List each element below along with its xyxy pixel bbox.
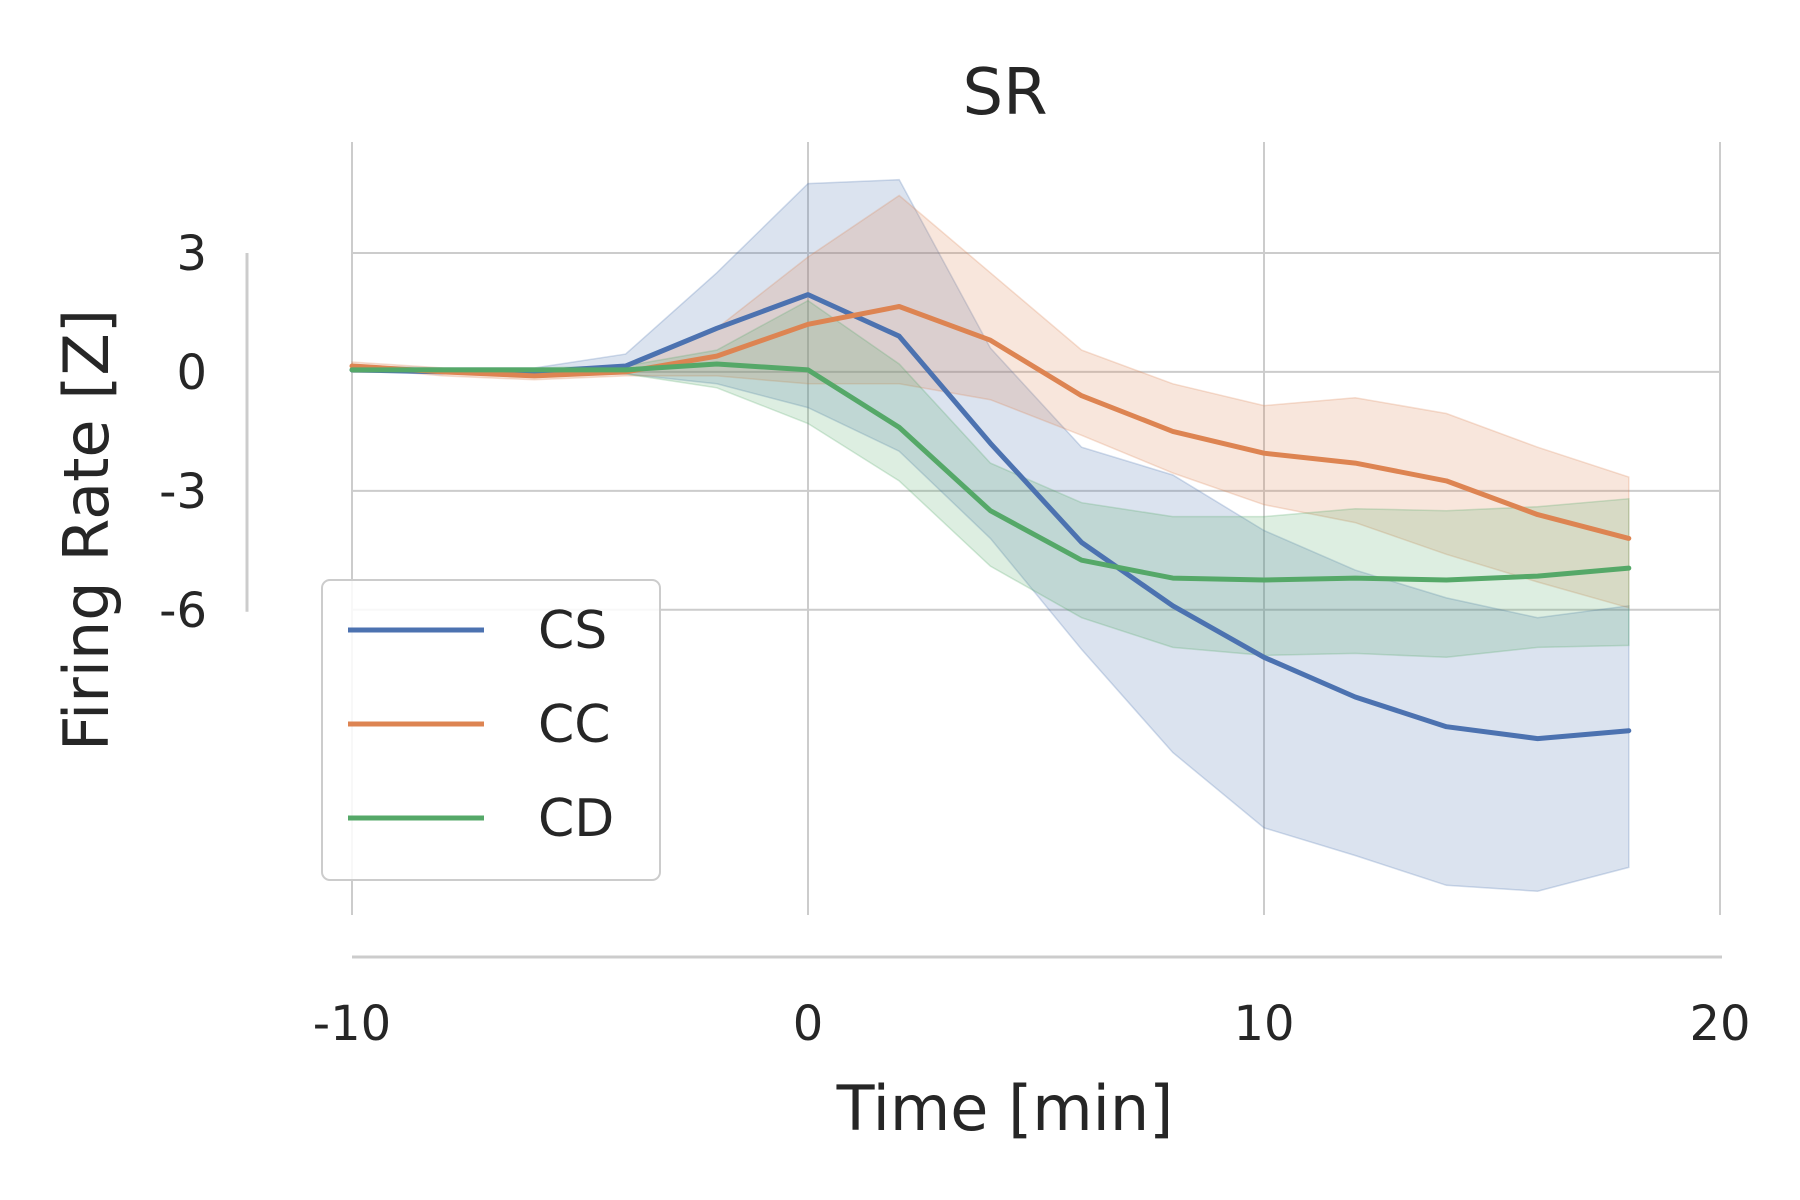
x-tick-label: 0 bbox=[793, 996, 824, 1052]
legend: CS CC CD bbox=[321, 579, 661, 881]
y-tick-label: -3 bbox=[159, 464, 207, 520]
y-tick-labels: 3 0 -3 -6 bbox=[159, 226, 207, 639]
band-cd bbox=[351, 299, 1630, 659]
y-tick-label: 3 bbox=[176, 226, 207, 282]
series-lines bbox=[349, 292, 1632, 742]
x-axis-title: Time [min] bbox=[836, 1072, 1174, 1145]
x-tick-labels: -10 0 10 20 bbox=[313, 996, 1751, 1052]
y-axis-title: Firing Rate [Z] bbox=[50, 309, 123, 751]
confidence-bands bbox=[351, 178, 1630, 892]
y-tick-label: 0 bbox=[176, 345, 207, 401]
y-tick-label: -6 bbox=[159, 583, 207, 639]
line-cc bbox=[349, 304, 1632, 541]
legend-label-cc: CC bbox=[538, 695, 611, 755]
legend-label-cd: CD bbox=[538, 789, 614, 849]
x-tick-label: -10 bbox=[313, 996, 391, 1052]
legend-box bbox=[321, 579, 661, 881]
x-tick-label: 10 bbox=[1233, 996, 1294, 1052]
chart-title: SR bbox=[962, 56, 1047, 130]
band-cc bbox=[351, 194, 1630, 609]
x-tick-label: 20 bbox=[1689, 996, 1750, 1052]
line-cd bbox=[349, 361, 1632, 583]
legend-label-cs: CS bbox=[538, 601, 607, 661]
band-cs bbox=[351, 178, 1630, 892]
